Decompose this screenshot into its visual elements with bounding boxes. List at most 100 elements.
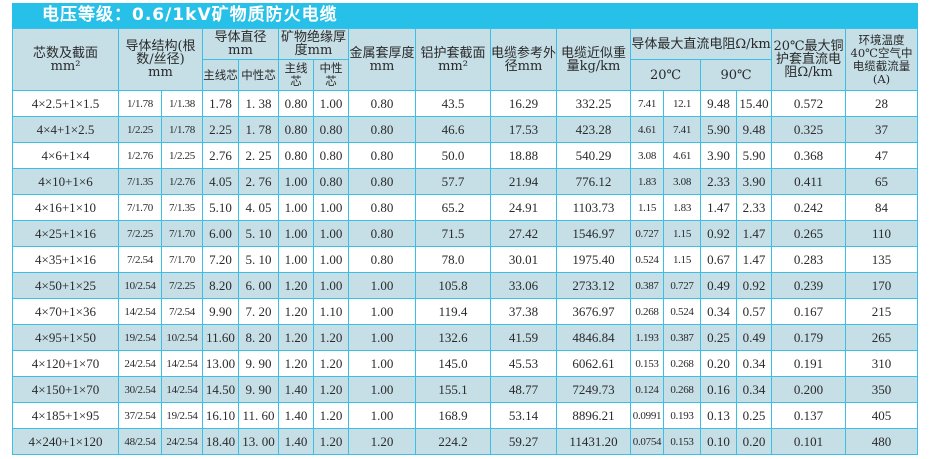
table-cell: 7/2.25 [161,272,203,299]
table-cell: 6.00 [202,220,239,247]
table-cell: 1.193 [630,324,664,351]
table-cell: 7/1.70 [118,194,162,221]
table-cell: 0.49 [736,324,772,351]
table-cell: 0.67 [700,246,737,273]
table-cell: 14/2.54 [118,298,162,325]
table-cell: 17.53 [490,116,557,143]
table-cell: 28 [845,90,918,117]
table-cell: 53.14 [490,402,557,429]
table-row: 4×35+1×16 7/2.54 7/1.70 7.20 5. 10 1.00 1.00 0.… [12,246,918,273]
table-cell: 4×120+1×70 [12,350,119,377]
table-cell: 2.25 [202,116,239,143]
table-row: 4×6+1×4 1/2.76 1/2.25 2.76 2. 25 0.80 0.80 0.80… [12,142,918,169]
table-cell: 1/1.78 [118,90,162,117]
table-row: 4×4+1×2.5 1/2.25 1/1.78 2.25 1. 78 0.80 0.80 0.… [12,116,918,143]
cable-spec-table: 芯数及截面 mm² 导体结构(根数/丝径) mm 导体直径mm 矿物绝缘厚度mm 金… [12,28,918,455]
header-resistance-20c: 20℃ [630,59,701,91]
header-insulation-main: 主线芯 [278,59,314,91]
table-cell: 1/1.38 [161,90,203,117]
table-cell: 1.00 [348,272,416,299]
table-cell: 0.80 [348,194,416,221]
table-cell: 155.1 [415,376,491,403]
spec-sheet: 电压等级：0.6/1kV矿物质防火电缆 芯数及截面 mm² 导体结构(根数/丝径)… [12,3,918,455]
table-cell: 1.20 [278,324,314,351]
table-cell: 4×10+1×6 [12,168,119,195]
table-cell: 0.92 [736,272,772,299]
table-cell: 4.61 [663,142,701,169]
table-cell: 215 [845,298,918,325]
table-cell: 65.2 [415,194,491,221]
table-cell: 8. 20 [238,324,279,351]
table-cell: 1/2.76 [161,168,203,195]
table-row: 4×70+1×36 14/2.54 7/2.54 9.90 7. 20 1.20 1.10 1… [12,298,918,325]
table-cell: 1.20 [278,298,314,325]
header-cores: 芯数及截面 mm² [12,28,119,91]
table-row: 4×50+1×25 10/2.54 7/2.25 8.20 6. 00 1.20 1.00 1… [12,272,918,299]
table-cell: 7. 20 [238,298,279,325]
table-cell: 1.40 [278,428,314,455]
table-cell: 4×4+1×2.5 [12,116,119,143]
table-cell: 3.08 [663,168,701,195]
table-cell: 0.239 [771,272,846,299]
table-cell: 1.00 [348,324,416,351]
table-cell: 0.325 [771,116,846,143]
header-al-sheath: 铝护套截面mm² [415,28,491,91]
table-cell: 37/2.54 [118,402,162,429]
table-cell: 0.265 [771,220,846,247]
table-cell: 7/2.54 [118,246,162,273]
table-cell: 224.2 [415,428,491,455]
table-cell: 405 [845,402,918,429]
table-cell: 9.48 [700,90,737,117]
table-cell: 4×50+1×25 [12,272,119,299]
table-cell: 0.25 [700,324,737,351]
table-cell: 0.368 [771,142,846,169]
table-cell: 45.53 [490,350,557,377]
table-cell: 119.4 [415,298,491,325]
table-cell: 71.5 [415,220,491,247]
table-cell: 0.80 [348,246,416,273]
table-cell: 4.05 [202,168,239,195]
table-cell: 1.83 [663,194,701,221]
table-cell: 84 [845,194,918,221]
table-cell: 1.47 [736,246,772,273]
table-cell: 7.41 [630,90,664,117]
table-cell: 540.29 [556,142,631,169]
table-cell: 19/2.54 [161,402,203,429]
header-diameter: 导体直径mm [202,28,279,60]
table-cell: 1.20 [278,272,314,299]
table-cell: 7/1.70 [161,246,203,273]
header-diameter-main: 主线芯 [202,59,239,91]
table-cell: 1. 38 [238,90,279,117]
table-cell: 9. 90 [238,376,279,403]
table-cell: 1.00 [313,246,349,273]
table-cell: 65 [845,168,918,195]
header-structure: 导体结构(根数/丝径) mm [118,28,203,91]
table-cell: 0.524 [663,298,701,325]
table-cell: 0.387 [663,324,701,351]
table-cell: 3676.97 [556,298,631,325]
table-cell: 0.193 [663,402,701,429]
table-cell: 1.00 [313,220,349,247]
table-cell: 1.15 [663,246,701,273]
table-cell: 2. 76 [238,168,279,195]
table-cell: 0.283 [771,246,846,273]
table-cell: 1.20 [313,350,349,377]
table-cell: 1.00 [278,246,314,273]
table-cell: 12.1 [663,90,701,117]
table-cell: 7/2.25 [118,220,162,247]
table-cell: 1.00 [313,272,349,299]
table-cell: 0.727 [663,272,701,299]
table-cell: 5. 10 [238,246,279,273]
table-cell: 0.80 [278,90,314,117]
table-cell: 1.20 [313,428,349,455]
table-cell: 0.387 [630,272,664,299]
table-cell: 1.78 [202,90,239,117]
table-cell: 0.0754 [630,428,664,455]
header-resistance: 导体最大直流电阻Ω/km [630,28,772,60]
table-cell: 0.80 [313,168,349,195]
table-cell: 4846.84 [556,324,631,351]
table-cell: 16.29 [490,90,557,117]
table-cell: 1.40 [278,402,314,429]
table-cell: 0.10 [700,428,737,455]
table-cell: 37.38 [490,298,557,325]
